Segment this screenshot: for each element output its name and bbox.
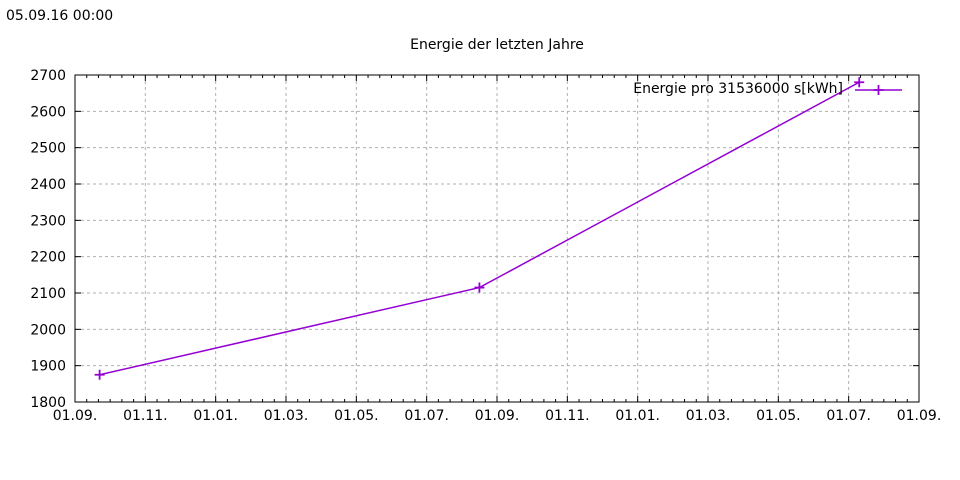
x-tick-label: 01.07. [404,408,449,424]
x-tick-label: 01.11. [123,408,168,424]
y-tick-label: 2000 [30,322,66,338]
x-tick-label: 01.03. [264,408,309,424]
y-tick-label: 2300 [30,213,66,229]
x-tick-label: 01.09. [897,408,942,424]
x-tick-label: 01.07. [826,408,871,424]
x-tick-label: 01.03. [686,408,731,424]
x-tick-label: 01.01. [615,408,660,424]
y-tick-label: 2700 [30,68,66,84]
chart-title: Energie der letzten Jahre [410,37,584,53]
x-tick-label: 01.11. [545,408,590,424]
x-tick-label: 01.09. [53,408,98,424]
data-point-marker [94,369,105,380]
x-tick-label: 01.05. [756,408,801,424]
y-tick-label: 2100 [30,286,66,302]
legend-sample-marker [873,85,884,95]
data-line [99,81,860,376]
x-tick-label: 01.01. [193,408,238,424]
x-tick-label: 01.05. [334,408,379,424]
plot-timestamp: 05.09.16 00:00 [6,8,114,24]
y-tick-label: 1900 [30,359,66,375]
data-point-marker [474,282,485,293]
y-tick-label: 2400 [30,177,66,193]
legend-label: Energie pro 31536000 s[kWh] [633,81,843,97]
y-tick-label: 2600 [30,104,66,120]
data-point-marker [854,77,865,88]
y-tick-label: 2200 [30,250,66,266]
y-tick-label: 2500 [30,141,66,157]
y-tick-label: 1800 [30,395,66,411]
x-tick-label: 01.09. [475,408,520,424]
